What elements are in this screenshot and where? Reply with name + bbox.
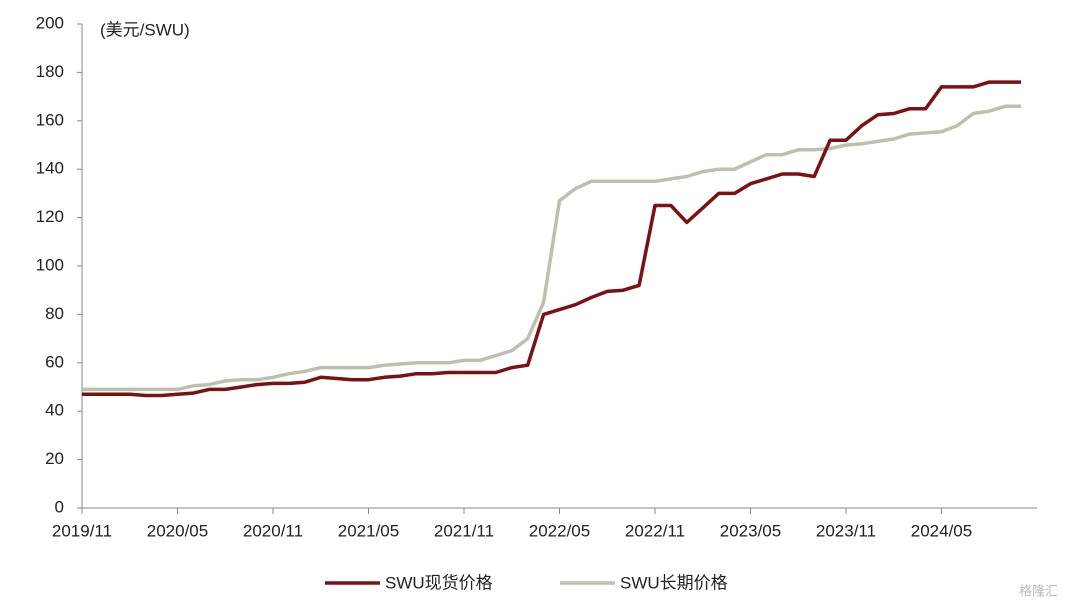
legend-label: SWU现货价格 — [385, 573, 493, 592]
y-tick-label: 160 — [36, 110, 64, 129]
legend-label: SWU长期价格 — [620, 573, 728, 592]
x-tick-label: 2023/11 — [816, 521, 876, 540]
x-tick-label: 2021/05 — [338, 521, 399, 540]
x-tick-label: 2020/05 — [147, 521, 208, 540]
x-tick-label: 2019/11 — [52, 521, 112, 540]
y-tick-label: 120 — [36, 207, 64, 226]
line-series — [82, 104, 1022, 392]
y-tick-label: 180 — [36, 62, 64, 81]
x-tick-label: 2021/11 — [434, 521, 494, 540]
y-tick-label: 0 — [55, 497, 64, 516]
y-tick-label: 100 — [36, 255, 64, 274]
x-tick-label: 2020/11 — [243, 521, 303, 540]
x-tick-label: 2022/05 — [529, 521, 590, 540]
y-tick-label: 200 — [36, 13, 64, 32]
y-tick-label: 40 — [45, 401, 64, 420]
y-tick-label: 60 — [45, 352, 64, 371]
x-tick-label: 2023/05 — [720, 521, 781, 540]
line-series — [82, 80, 1022, 398]
x-tick-label: 2024/05 — [911, 521, 972, 540]
x-tick-label: 2022/11 — [625, 521, 685, 540]
y-tick-label: 140 — [36, 159, 64, 178]
y-tick-label: 80 — [45, 304, 64, 323]
watermark: 格隆汇 — [1019, 583, 1058, 598]
y-tick-label: 20 — [45, 449, 64, 468]
y-axis-label: (美元/SWU) — [100, 20, 190, 39]
